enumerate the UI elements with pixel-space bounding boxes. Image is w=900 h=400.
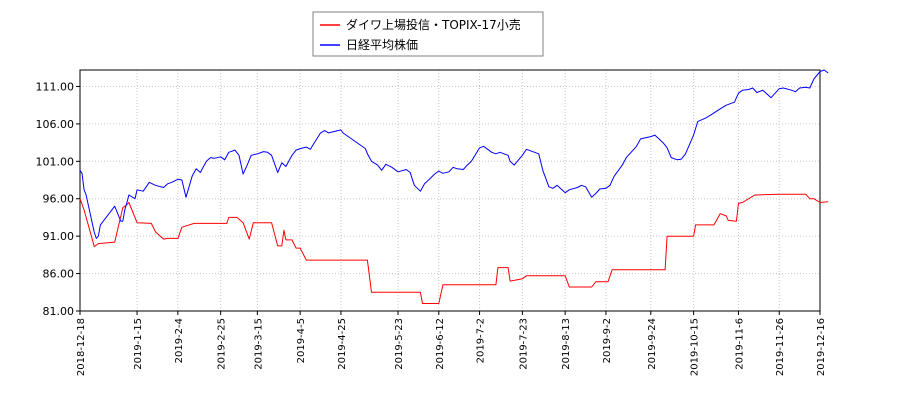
x-tick-label: 2019-2-25	[217, 318, 228, 370]
y-tick-label: 106.00	[36, 118, 75, 131]
legend-box	[312, 11, 544, 57]
series-line-nikkei	[79, 69, 829, 239]
x-tick-label: 2019-1-15	[133, 318, 144, 370]
x-tick-label: 2019-4-5	[296, 318, 307, 363]
y-tick-label: 101.00	[36, 155, 75, 168]
x-tick-label: 2019-5-23	[394, 318, 405, 370]
legend-label-nikkei: 日経平均株価	[346, 37, 418, 52]
y-tick-label: 81.00	[43, 305, 75, 318]
legend-label-retail: ダイワ上場投信・TOPIX-17小売	[346, 17, 521, 32]
y-tick-label: 111.00	[36, 80, 75, 93]
y-tick-label: 86.00	[43, 268, 75, 281]
x-axis: 2018-12-18 2019-1-15 2019-2-4 2019-2-25 2019…	[76, 311, 827, 376]
x-tick-label: 2019-7-2	[476, 318, 487, 363]
series-lines	[79, 69, 829, 304]
x-tick-label: 2019-3-15	[253, 318, 264, 370]
x-tick-label: 2019-10-15	[690, 318, 701, 376]
x-tick-label: 2019-9-2	[602, 318, 613, 363]
plot-area	[79, 69, 821, 312]
x-tick-label: 2019-11-6	[734, 318, 745, 370]
x-tick-label: 2019-12-16	[816, 318, 827, 376]
x-tick-label: 2019-8-13	[561, 318, 572, 370]
legend: ダイワ上場投信・TOPIX-17小売 日経平均株価	[312, 11, 544, 57]
x-tick-label: 2019-4-25	[337, 318, 348, 370]
y-axis: 81.00 86.00 91.00 96.00 101.00 106.00 111.00	[36, 80, 80, 318]
x-tick-label: 2019-6-12	[435, 318, 446, 370]
grid-lines	[80, 70, 820, 311]
x-tick-label: 2019-2-4	[174, 318, 185, 363]
x-tick-label: 2019-7-23	[518, 318, 529, 370]
y-tick-label: 96.00	[43, 193, 75, 206]
x-tick-label: 2019-11-26	[775, 318, 786, 376]
x-tick-label: 2018-12-18	[76, 318, 87, 376]
y-tick-label: 91.00	[43, 230, 75, 243]
series-line-retail	[79, 193, 829, 304]
x-tick-label: 2019-9-24	[647, 318, 658, 370]
